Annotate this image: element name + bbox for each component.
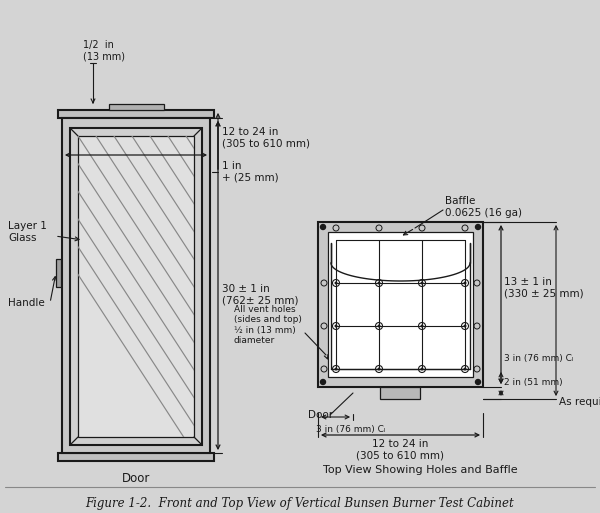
Bar (58, 453, 214, 461)
Circle shape (421, 325, 423, 327)
Circle shape (378, 368, 380, 370)
Circle shape (320, 225, 325, 229)
Text: 3 in (76 mm) Cₗ: 3 in (76 mm) Cₗ (504, 353, 574, 363)
Circle shape (335, 282, 337, 284)
Circle shape (320, 380, 325, 385)
Bar (380, 387, 420, 399)
Bar (318, 222, 483, 387)
Bar (78, 136, 194, 437)
Circle shape (421, 368, 423, 370)
Circle shape (378, 325, 380, 327)
Text: Top View Showing Holes and Baffle: Top View Showing Holes and Baffle (323, 465, 517, 475)
Bar (58, 110, 214, 118)
Text: As required: As required (559, 397, 600, 407)
Circle shape (378, 282, 380, 284)
Text: Handle: Handle (8, 298, 45, 308)
Bar (56, 259, 61, 287)
Bar (109, 104, 164, 110)
Text: All vent holes
(sides and top)
½ in (13 mm)
diameter: All vent holes (sides and top) ½ in (13 … (234, 305, 302, 345)
Text: 2 in (51 mm): 2 in (51 mm) (504, 378, 563, 386)
Circle shape (464, 368, 466, 370)
Circle shape (476, 225, 481, 229)
Text: Door: Door (122, 472, 150, 485)
Circle shape (335, 325, 337, 327)
Text: Baffle
0.0625 (16 ga): Baffle 0.0625 (16 ga) (445, 196, 522, 218)
Bar (70, 128, 202, 445)
Text: 1/2  in
(13 mm): 1/2 in (13 mm) (83, 40, 125, 62)
Text: Door: Door (308, 410, 333, 420)
Text: Layer 1
Glass: Layer 1 Glass (8, 221, 47, 243)
Circle shape (464, 282, 466, 284)
Text: 12 to 24 in
(305 to 610 mm): 12 to 24 in (305 to 610 mm) (222, 127, 310, 149)
Circle shape (476, 380, 481, 385)
Circle shape (335, 368, 337, 370)
Bar (62, 118, 210, 453)
Text: 12 to 24 in
(305 to 610 mm): 12 to 24 in (305 to 610 mm) (356, 439, 444, 461)
Text: 13 ± 1 in
(330 ± 25 mm): 13 ± 1 in (330 ± 25 mm) (504, 277, 584, 299)
Bar (328, 232, 473, 377)
Text: 1 in
+ (25 mm): 1 in + (25 mm) (222, 161, 278, 183)
Circle shape (464, 325, 466, 327)
Text: 3 in (76 mm) Cₗ: 3 in (76 mm) Cₗ (316, 425, 385, 434)
Text: Figure 1-2.  Front and Top View of Vertical Bunsen Burner Test Cabinet: Figure 1-2. Front and Top View of Vertic… (86, 497, 514, 510)
Circle shape (421, 282, 423, 284)
Text: 30 ± 1 in
(762± 25 mm): 30 ± 1 in (762± 25 mm) (222, 284, 299, 306)
